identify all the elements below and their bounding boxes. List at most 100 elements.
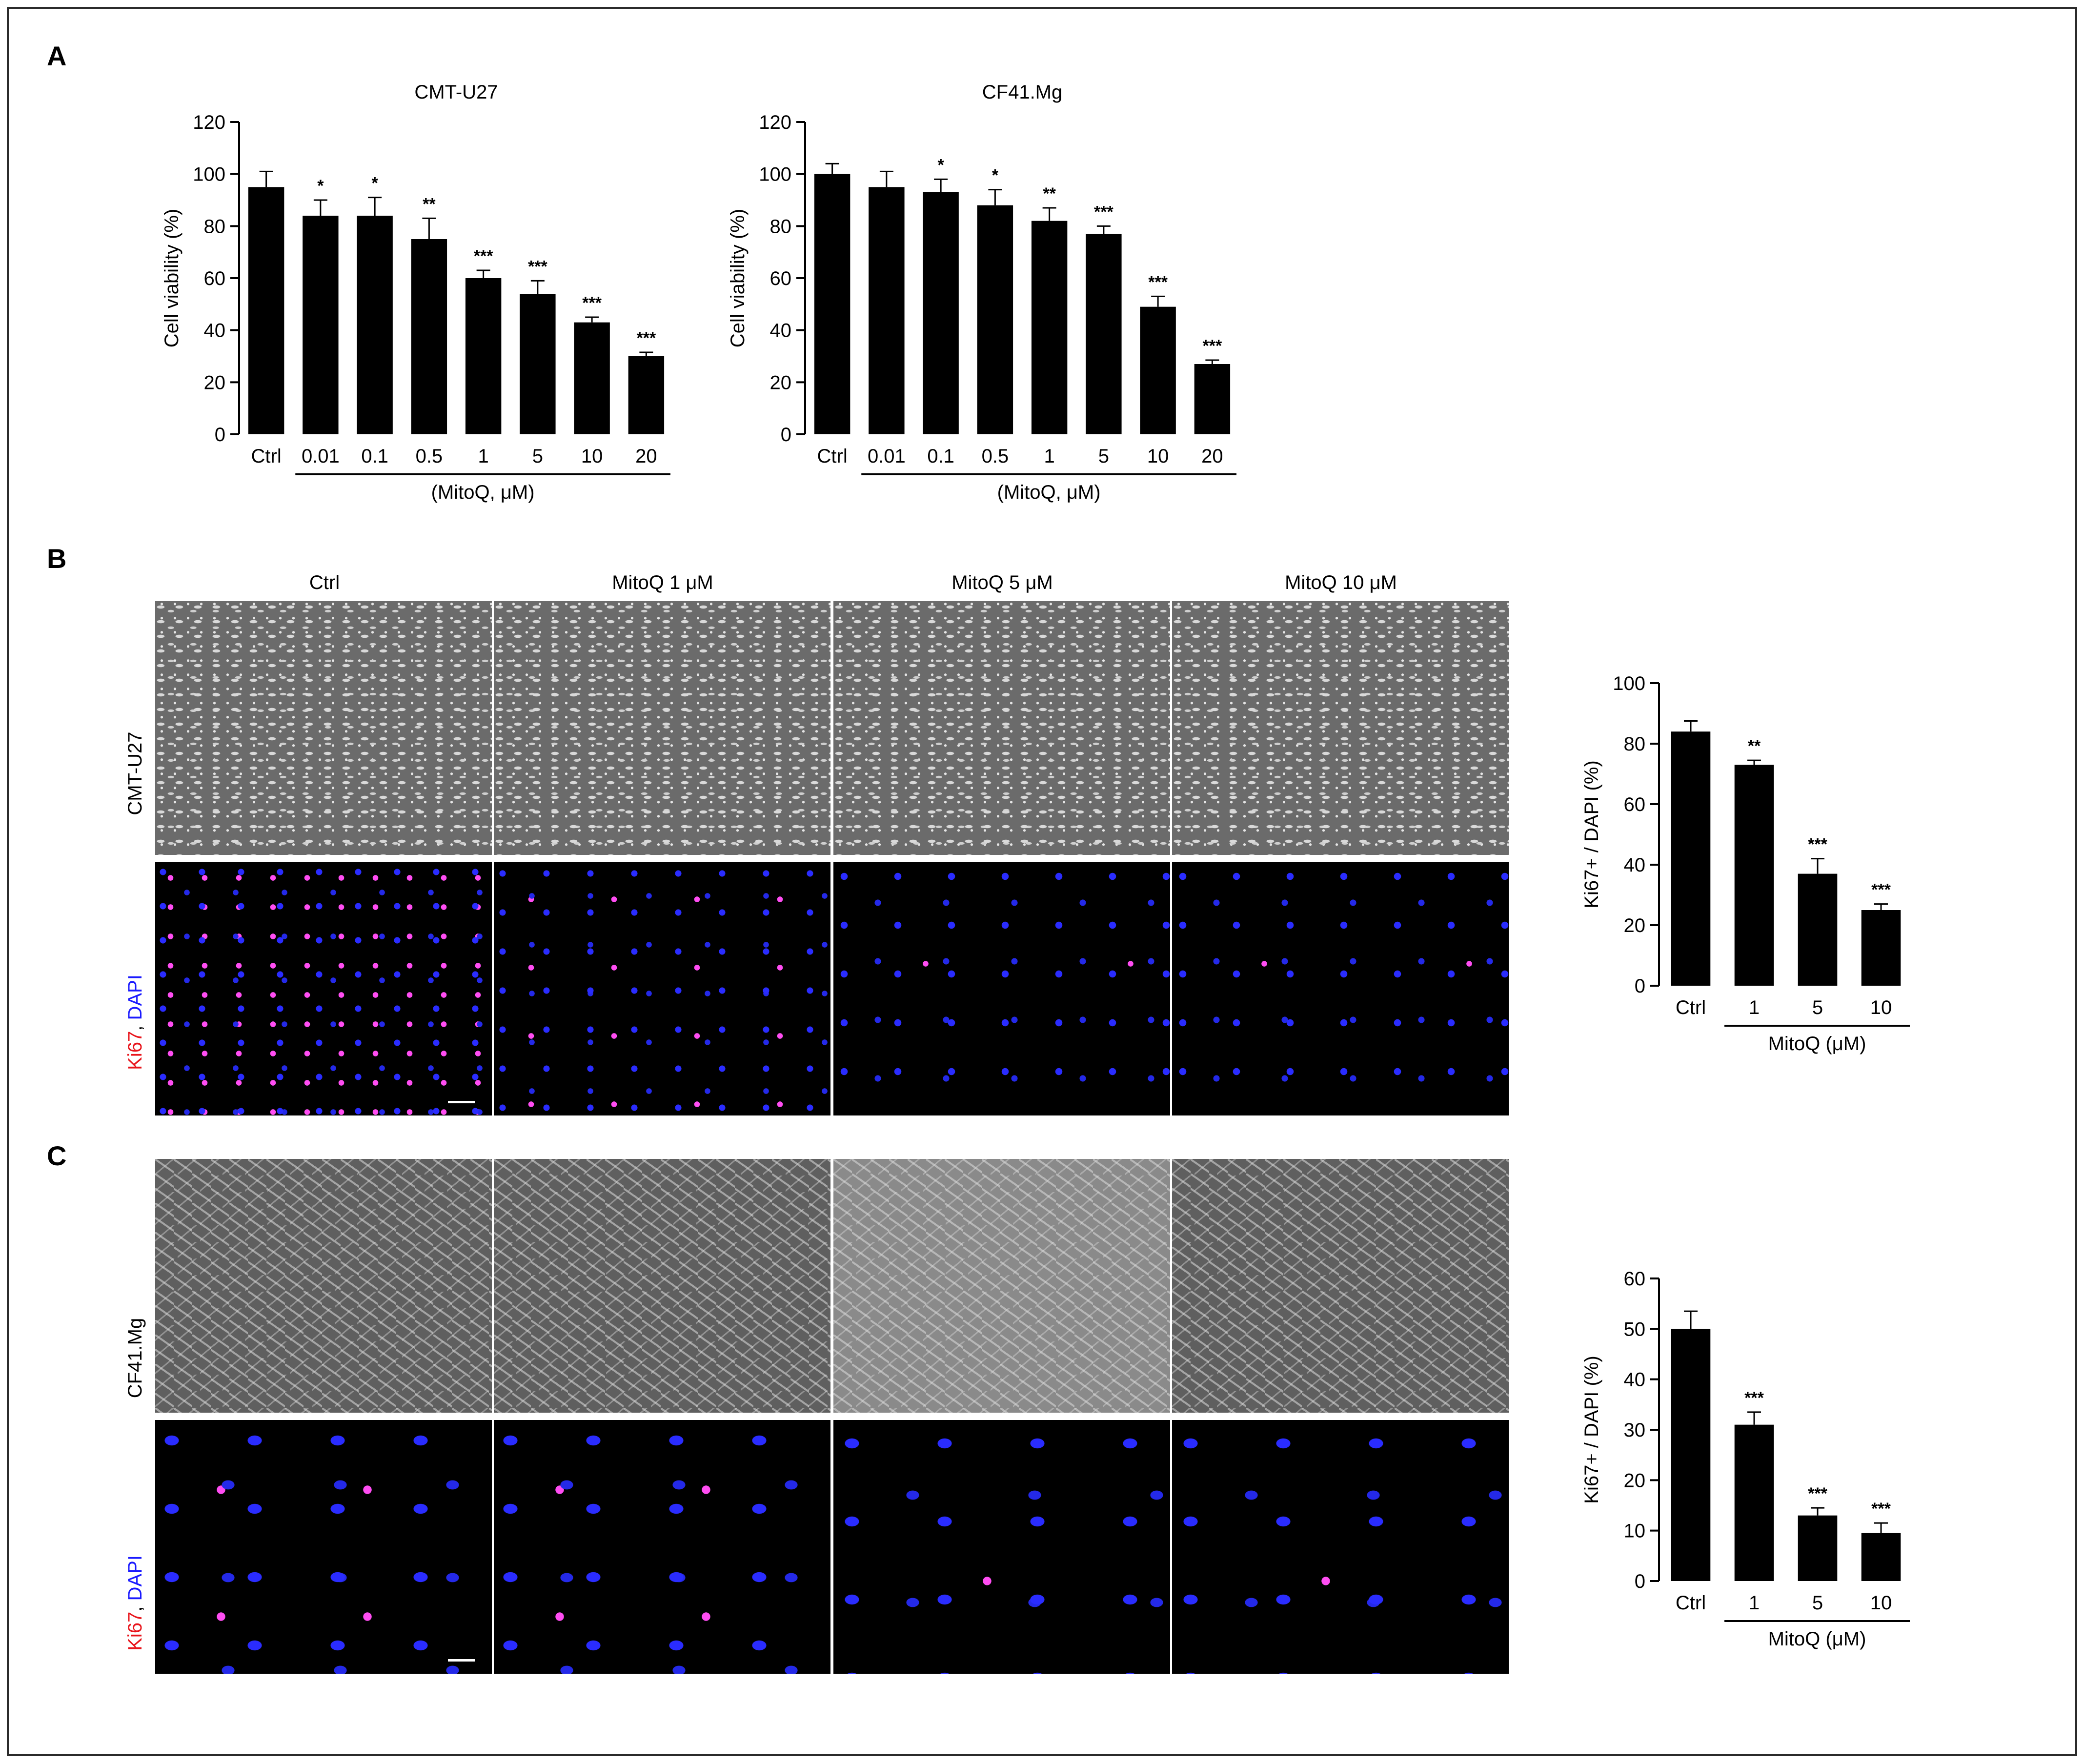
x-group-label: (MitoQ, μM) xyxy=(431,482,535,503)
y-tick-label: 20 xyxy=(1624,915,1646,936)
bar xyxy=(814,174,850,434)
chart-title: CMT-U27 xyxy=(414,81,498,103)
micrograph-b-fluorescence-mitoq-5 xyxy=(833,862,1170,1115)
x-tick-label: Ctrl xyxy=(251,446,282,467)
bar xyxy=(1734,1424,1774,1581)
micrograph-c-brightfield-ctrl xyxy=(155,1159,492,1413)
x-tick-label: 20 xyxy=(1201,446,1223,467)
x-tick-label: 1 xyxy=(1749,997,1760,1018)
bar xyxy=(520,294,556,434)
significance-label: ** xyxy=(1043,184,1056,203)
y-tick-label: 50 xyxy=(1624,1318,1646,1340)
bar xyxy=(1798,873,1838,986)
micrograph-c-fluorescence-mitoq-5 xyxy=(833,1420,1170,1674)
significance-label: *** xyxy=(1148,273,1168,291)
micrograph-c-fluorescence-mitoq-10 xyxy=(1172,1420,1509,1674)
significance-label: *** xyxy=(1094,203,1113,221)
y-tick-label: 20 xyxy=(770,372,792,393)
panel-label-a: A xyxy=(47,41,67,71)
significance-label: *** xyxy=(474,247,493,265)
y-axis-label: Cell viability (%) xyxy=(727,209,749,348)
significance-label: * xyxy=(992,166,999,185)
significance-label: *** xyxy=(1871,1500,1891,1518)
bar xyxy=(869,187,905,434)
y-tick-label: 120 xyxy=(759,112,791,133)
micrograph-b-brightfield-mitoq-10 xyxy=(1172,601,1509,855)
y-tick-label: 100 xyxy=(1613,673,1645,694)
y-tick-label: 40 xyxy=(1624,1369,1646,1391)
scale-bar xyxy=(448,1101,475,1103)
y-tick-label: 60 xyxy=(770,268,792,289)
significance-label: * xyxy=(938,156,945,174)
bar xyxy=(1194,364,1231,434)
micrograph-c-brightfield-mitoq-10 xyxy=(1172,1159,1509,1413)
micrograph-c-brightfield-mitoq-1 xyxy=(494,1159,830,1413)
figure-frame xyxy=(7,7,2077,1756)
bar xyxy=(1031,221,1068,434)
significance-label: ** xyxy=(423,195,436,213)
bar xyxy=(303,216,339,434)
significance-label: *** xyxy=(1203,337,1222,355)
x-tick-label: 10 xyxy=(1870,1592,1892,1614)
y-tick-label: 0 xyxy=(215,424,225,446)
x-tick-label: 1 xyxy=(478,446,489,467)
bar xyxy=(411,239,447,434)
x-tick-label: 5 xyxy=(532,446,543,467)
y-tick-label: 80 xyxy=(204,216,226,237)
y-axis-label: Ki67+ / DAPI (%) xyxy=(1581,760,1602,908)
micrograph-b-fluorescence-mitoq-1 xyxy=(494,862,830,1115)
y-tick-label: 0 xyxy=(1635,1571,1645,1592)
y-tick-label: 60 xyxy=(1624,1268,1646,1290)
significance-label: *** xyxy=(1744,1389,1764,1407)
bar xyxy=(465,278,502,434)
significance-label: * xyxy=(372,174,379,193)
bar xyxy=(1671,1329,1711,1581)
y-tick-label: 20 xyxy=(1624,1470,1646,1491)
micrograph-b-brightfield-ctrl xyxy=(155,601,492,855)
x-group-label: MitoQ (μM) xyxy=(1768,1033,1866,1054)
bar xyxy=(1861,910,1901,986)
significance-label: *** xyxy=(1808,835,1827,854)
x-tick-label: 5 xyxy=(1098,446,1109,467)
bar xyxy=(1671,731,1711,986)
y-axis-label: Ki67+ / DAPI (%) xyxy=(1581,1356,1602,1503)
x-group-label: (MitoQ, μM) xyxy=(997,482,1101,503)
bar xyxy=(1086,234,1122,434)
y-axis-label: Cell viability (%) xyxy=(161,209,182,348)
x-tick-label: 0.1 xyxy=(361,446,388,467)
y-tick-label: 120 xyxy=(193,112,225,133)
bar xyxy=(357,216,393,434)
y-tick-label: 100 xyxy=(193,164,225,185)
micrograph-c-fluorescence-ctrl xyxy=(155,1420,492,1674)
x-tick-label: Ctrl xyxy=(1676,1592,1706,1614)
scale-bar xyxy=(448,1659,475,1662)
label-separator: , xyxy=(124,1601,146,1612)
panel-label-b: B xyxy=(47,543,67,574)
y-tick-label: 10 xyxy=(1624,1521,1646,1542)
x-tick-label: Ctrl xyxy=(817,446,848,467)
y-tick-label: 100 xyxy=(759,164,791,185)
x-tick-label: 5 xyxy=(1812,997,1823,1018)
x-tick-label: 0.01 xyxy=(868,446,906,467)
y-tick-label: 0 xyxy=(1635,975,1645,997)
y-tick-label: 60 xyxy=(1624,794,1646,815)
bar xyxy=(628,356,665,434)
row-label-ki67-dapi-c: Ki67, DAPI xyxy=(124,1457,149,1749)
significance-label: *** xyxy=(1808,1484,1827,1503)
y-tick-label: 0 xyxy=(781,424,791,446)
significance-label: *** xyxy=(582,294,602,312)
micrograph-c-brightfield-mitoq-5 xyxy=(833,1159,1170,1413)
panel-label-c: C xyxy=(47,1140,67,1171)
dapi-label: DAPI xyxy=(124,974,146,1020)
chart-cf41-ki67: 0 10 20 30 40 50 60 Ki67+ / DAPI (%) Ctrl *** 1 ***… xyxy=(1581,1268,1910,1650)
y-tick-label: 40 xyxy=(770,320,792,342)
column-header-ctrl: Ctrl xyxy=(309,572,340,593)
chart-cmt-u27-ki67: 0 20 40 60 80 100 Ki67+ / DAPI (%) Ctrl ** 1 *** 5 *… xyxy=(1581,673,1910,1054)
micrograph-c-fluorescence-mitoq-1 xyxy=(494,1420,830,1674)
row-label-ki67-dapi-b: Ki67, DAPI xyxy=(124,876,149,1169)
dapi-label: DAPI xyxy=(124,1555,146,1601)
bar xyxy=(1861,1533,1901,1581)
x-group-label: MitoQ (μM) xyxy=(1768,1628,1866,1650)
